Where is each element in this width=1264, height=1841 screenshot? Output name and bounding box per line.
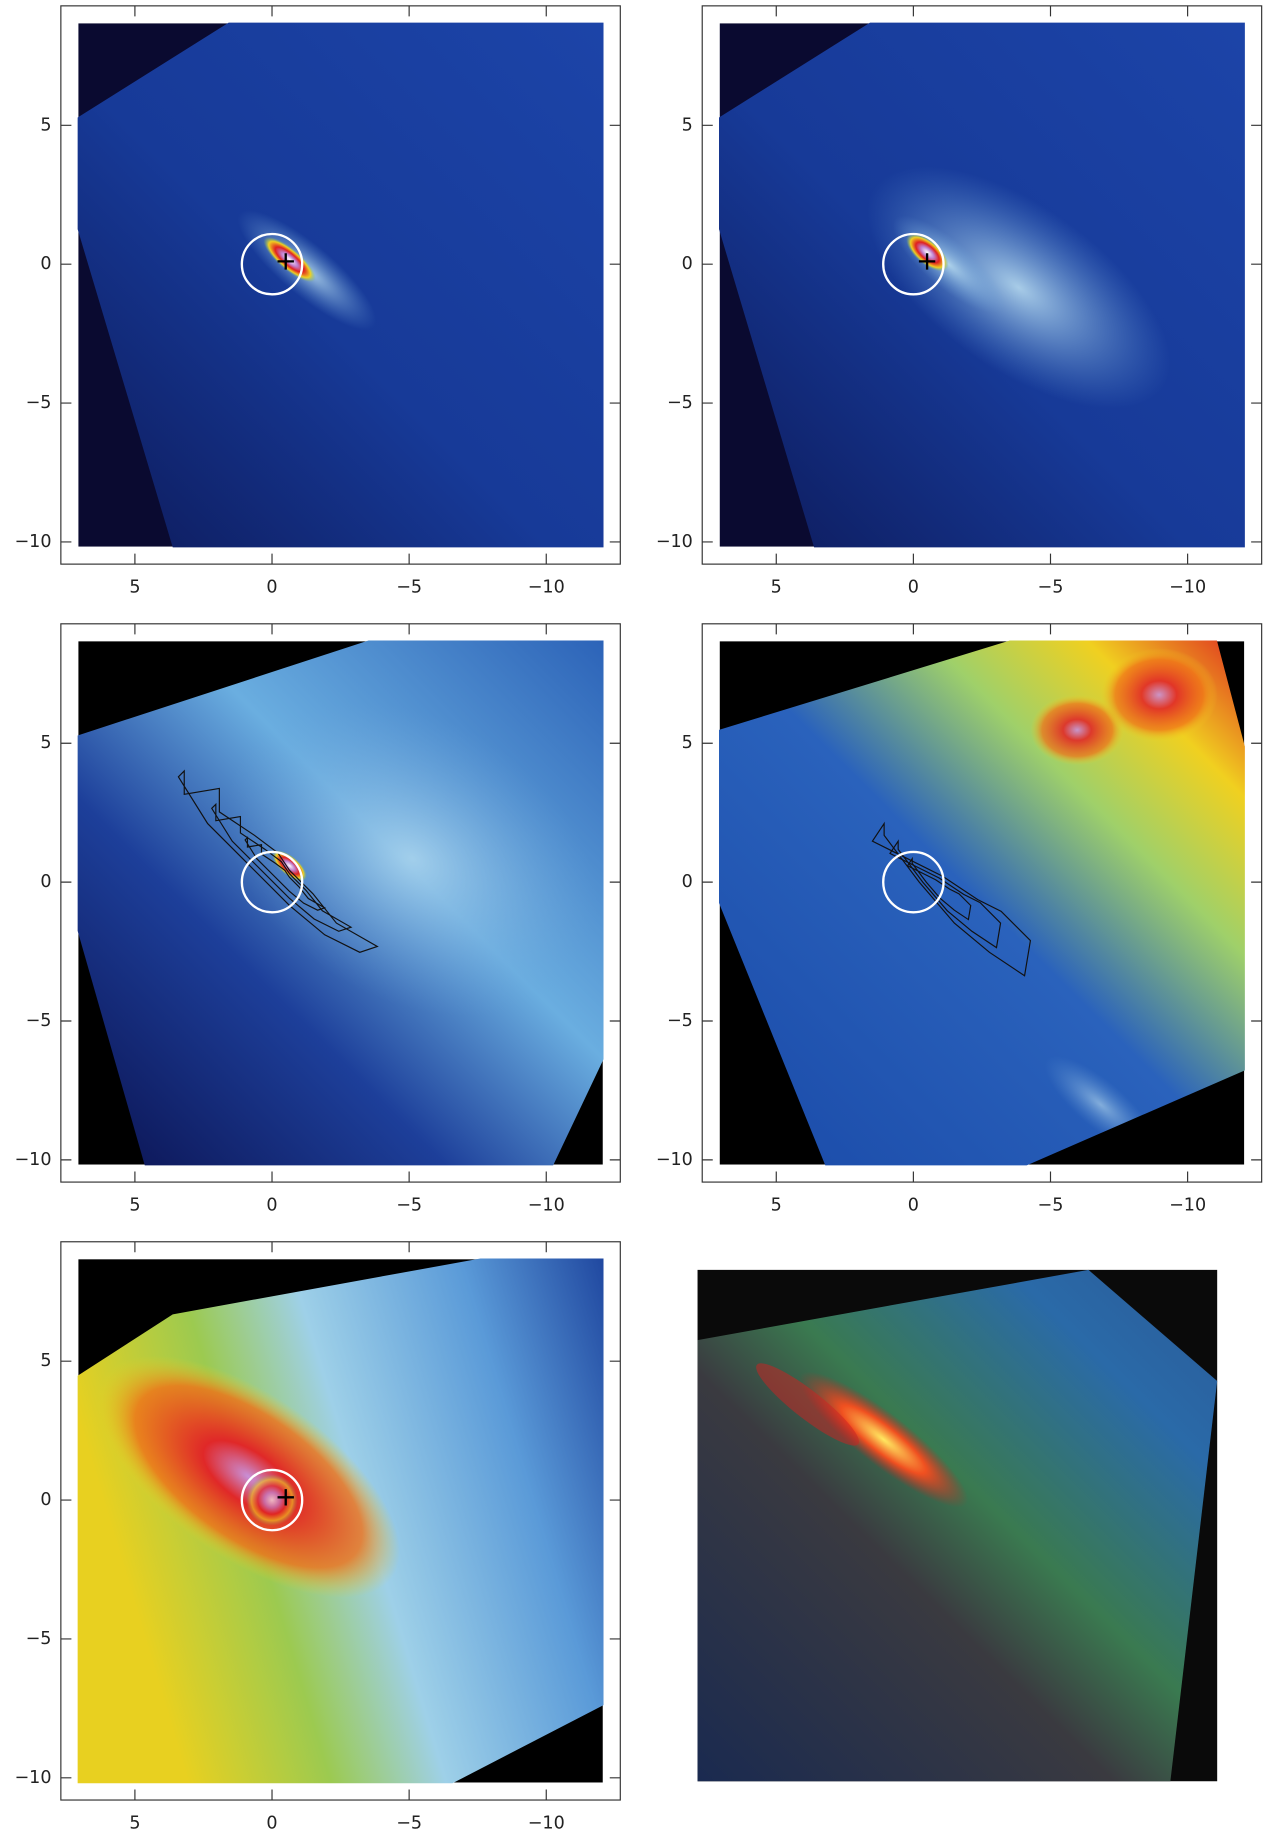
y-tick-label: −5 xyxy=(667,1011,693,1031)
y-tick-label: 5 xyxy=(682,733,693,753)
x-tick-label: −10 xyxy=(1169,1195,1206,1215)
x-tick-label: 0 xyxy=(266,1195,277,1215)
x-tick-label: 5 xyxy=(771,1195,782,1215)
x-tick-label: 5 xyxy=(129,1813,140,1833)
x-tick-label: 0 xyxy=(266,578,277,598)
panel: 5 0 −5 −10 −10 −5 0 5 xyxy=(14,624,655,1216)
emission-blob xyxy=(1101,648,1218,742)
x-tick-label: 5 xyxy=(129,578,140,598)
y-tick-label: −5 xyxy=(26,1629,52,1649)
y-tick-label: 0 xyxy=(682,872,693,892)
panel: 5 0 −5 −10 −10 −5 0 5 xyxy=(14,6,620,598)
y-tick-label: −10 xyxy=(656,532,693,552)
x-tick-label: −5 xyxy=(396,578,422,598)
x-tick-label: 0 xyxy=(908,1195,919,1215)
y-tick-label: −10 xyxy=(14,532,51,552)
y-tick-label: −10 xyxy=(14,1150,51,1170)
y-tick-label: −10 xyxy=(656,1150,693,1170)
y-tick-label: 0 xyxy=(40,872,51,892)
y-tick-label: 5 xyxy=(40,115,51,135)
panel: 5 0 −5 −10 −10 −5 0 5 xyxy=(656,6,1262,598)
x-tick-label: 0 xyxy=(908,578,919,598)
x-tick-label: −10 xyxy=(528,578,565,598)
emission-blob xyxy=(246,1474,297,1525)
x-tick-label: −5 xyxy=(1038,578,1064,598)
y-tick-label: −10 xyxy=(14,1768,51,1788)
y-tick-label: −5 xyxy=(667,393,693,413)
x-tick-label: −5 xyxy=(396,1813,422,1833)
x-tick-label: −10 xyxy=(1169,578,1206,598)
y-tick-label: 5 xyxy=(40,733,51,753)
x-tick-label: −10 xyxy=(528,1813,565,1833)
y-tick-label: −5 xyxy=(26,1011,52,1031)
x-tick-label: −5 xyxy=(1038,1195,1064,1215)
y-tick-label: 0 xyxy=(40,254,51,274)
rgb-composite xyxy=(698,1270,1218,1781)
x-tick-label: −10 xyxy=(528,1195,565,1215)
x-tick-label: 5 xyxy=(771,578,782,598)
figure: 5 0 −5 −10 −10 −5 0 5 5 0 −5 −10 −10 −5 0 5 5 0 −5 −10 −10 −5… xyxy=(0,0,1264,1841)
panel: 5 0 −5 −10 −10 −5 0 5 xyxy=(656,624,1262,1216)
panel: 5 0 −5 −10 −10 −5 0 5 xyxy=(14,1242,620,1834)
y-tick-label: 0 xyxy=(682,254,693,274)
y-tick-label: 5 xyxy=(682,115,693,135)
x-tick-label: 5 xyxy=(129,1195,140,1215)
y-tick-label: 5 xyxy=(40,1351,51,1371)
x-tick-label: −5 xyxy=(396,1195,422,1215)
y-tick-label: −5 xyxy=(26,393,52,413)
x-tick-label: 0 xyxy=(266,1813,277,1833)
y-tick-label: 0 xyxy=(40,1490,51,1510)
